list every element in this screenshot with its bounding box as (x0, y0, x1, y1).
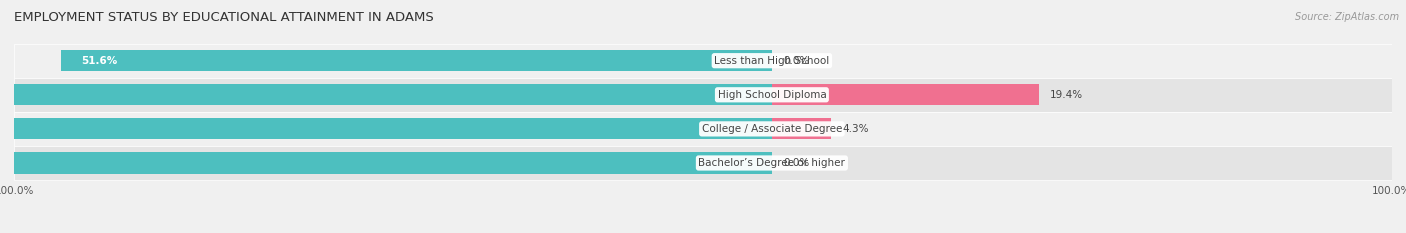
Bar (0, 118, 772, 140)
Text: 4.3%: 4.3% (842, 124, 869, 134)
Bar (14, 44, 1392, 78)
Text: Less than High School: Less than High School (714, 56, 830, 66)
Bar (14, 78, 1392, 112)
Text: Bachelor’s Degree or higher: Bachelor’s Degree or higher (699, 158, 845, 168)
Bar (0, 152, 772, 174)
Bar (14, 146, 1392, 180)
Text: College / Associate Degree: College / Associate Degree (702, 124, 842, 134)
Text: 0.0%: 0.0% (783, 56, 810, 66)
Bar (0, 84, 772, 105)
Text: High School Diploma: High School Diploma (717, 90, 827, 100)
Text: 51.6%: 51.6% (82, 56, 118, 66)
Bar (60, 50, 772, 71)
Text: 0.0%: 0.0% (783, 158, 810, 168)
Text: 19.4%: 19.4% (1050, 90, 1084, 100)
Bar (772, 118, 831, 140)
Text: Source: ZipAtlas.com: Source: ZipAtlas.com (1295, 12, 1399, 22)
Bar (14, 112, 1392, 146)
Bar (772, 84, 1039, 105)
Text: EMPLOYMENT STATUS BY EDUCATIONAL ATTAINMENT IN ADAMS: EMPLOYMENT STATUS BY EDUCATIONAL ATTAINM… (14, 11, 434, 24)
